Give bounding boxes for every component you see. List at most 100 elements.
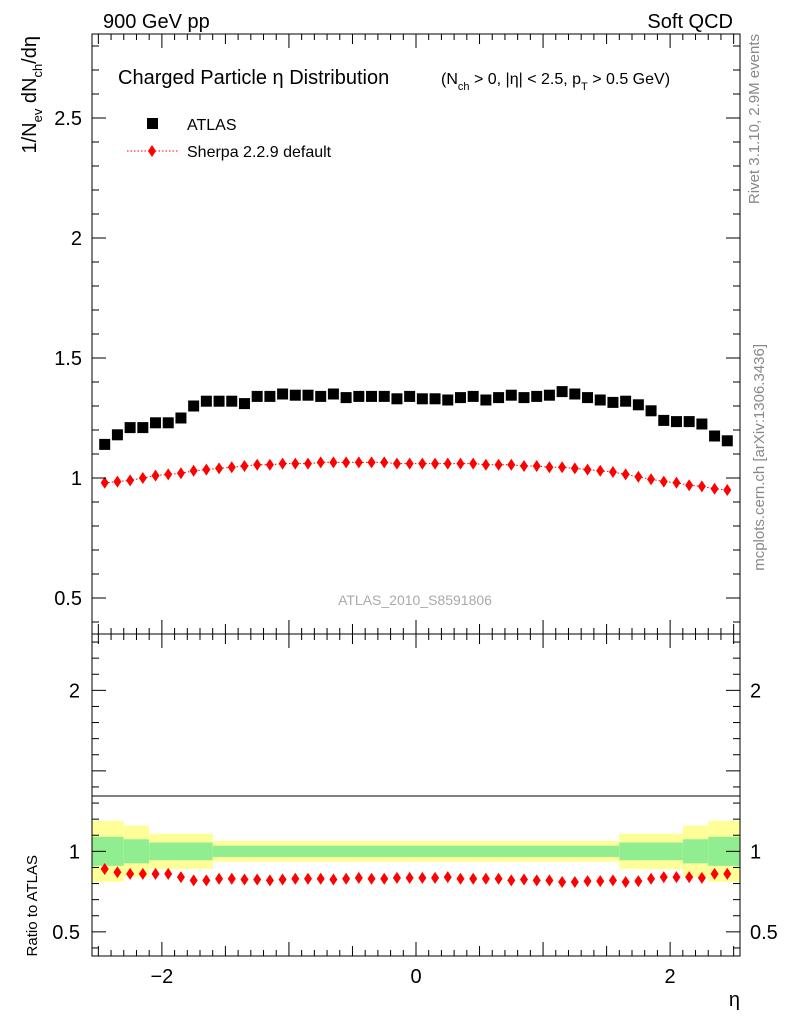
sherpa-ratio-point (240, 873, 249, 886)
sherpa-ratio-point (621, 875, 630, 888)
atlas-point (518, 392, 530, 404)
sherpa-ratio-point (659, 871, 668, 884)
ratio-stat-band (123, 839, 150, 864)
sherpa-point (291, 457, 300, 470)
sherpa-point (265, 458, 274, 471)
upper-y-tick-label: 0.5 (54, 588, 82, 610)
sherpa-ratio-point (545, 874, 554, 887)
sherpa-point (621, 468, 630, 481)
mcplots-label: mcplots.cern.ch [arXiv:1306.3436] (751, 344, 768, 571)
sherpa-ratio-point (405, 871, 414, 884)
atlas-point (289, 389, 301, 401)
sherpa-ratio-point (392, 871, 401, 884)
sherpa-point (672, 476, 681, 489)
atlas-point (480, 394, 492, 406)
atlas-point (366, 390, 378, 402)
legend: ATLAS Sherpa 2.2.9 default (127, 117, 332, 161)
sherpa-line (104, 461, 728, 491)
atlas-point (442, 394, 454, 406)
sherpa-point (100, 476, 109, 489)
sherpa-point (481, 458, 490, 471)
atlas-point (150, 417, 162, 429)
upper-y-tick-label: 1 (71, 468, 82, 490)
sherpa-ratio-point (418, 871, 427, 884)
atlas-point (99, 438, 111, 450)
sherpa-ratio-point (113, 866, 122, 879)
sherpa-ratio-point (176, 871, 185, 884)
atlas-point (543, 389, 555, 401)
atlas-point (493, 392, 505, 404)
sherpa-point (164, 468, 173, 481)
atlas-point (670, 416, 682, 428)
sherpa-ratio-point (443, 871, 452, 884)
atlas-point (582, 392, 594, 404)
sherpa-point (113, 475, 122, 488)
atlas-point (645, 405, 657, 417)
lower-y-axis-title: Ratio to ATLAS (24, 855, 41, 956)
sherpa-ratio-point (558, 875, 567, 888)
sherpa-ratio-point (189, 874, 198, 887)
atlas-point (353, 390, 365, 402)
sherpa-ratio-point (583, 875, 592, 888)
atlas-point (251, 390, 263, 402)
atlas-point (467, 390, 479, 402)
sherpa-ratio-point (532, 874, 541, 887)
sherpa-point (723, 484, 732, 496)
sherpa-point (405, 457, 414, 470)
sherpa-point (634, 470, 643, 483)
sherpa-ratio-point (596, 875, 605, 888)
upper-y-tick-label: 2 (71, 228, 82, 250)
sherpa-point (240, 460, 249, 472)
sherpa-ratio-point (672, 871, 681, 884)
sherpa-point (456, 457, 465, 470)
atlas-point (658, 414, 670, 426)
atlas-point (556, 386, 568, 398)
ratio-stat-band (619, 842, 683, 861)
sherpa-point (583, 463, 592, 476)
sherpa-ratio-point (507, 874, 516, 887)
sherpa-ratio-point (634, 875, 643, 888)
sherpa-point (202, 463, 211, 476)
sherpa-point (253, 458, 262, 471)
lower-y-tick-label-left: 1 (69, 841, 80, 863)
sherpa-ratio-point (202, 874, 211, 887)
sherpa-ratio-point (520, 873, 528, 886)
atlas-point (709, 430, 721, 442)
x-tick-label: −2 (150, 966, 173, 988)
lower-frame (91, 633, 741, 957)
sherpa-ratio-point (431, 871, 440, 884)
sherpa-ratio-point (494, 872, 503, 885)
sherpa-point (647, 473, 656, 486)
analysis-label: ATLAS_2010_S8591806 (338, 592, 492, 608)
atlas-point (162, 417, 174, 429)
sherpa-point (710, 482, 719, 495)
sherpa-ratio-point (253, 873, 262, 886)
lower-y-tick-label-left: 0.5 (52, 922, 80, 944)
sherpa-ratio-point (469, 872, 478, 885)
header-left: 900 GeV pp (103, 11, 210, 33)
header-right: Soft QCD (647, 11, 733, 33)
lower-y-tick-label-right: 1 (750, 841, 761, 863)
sherpa-ratio-point (342, 872, 351, 885)
ratio-stat-band (149, 842, 213, 861)
sherpa-ratio-point (126, 867, 135, 880)
atlas-point (607, 396, 619, 408)
sherpa-ratio-point (608, 874, 617, 887)
atlas-point (175, 412, 187, 424)
sherpa-point (532, 460, 541, 472)
sherpa-point (278, 457, 287, 470)
atlas-point (124, 422, 136, 434)
atlas-point (302, 389, 314, 401)
sherpa-point (342, 456, 351, 469)
rivet-label: Rivet 3.1.10, 2.9M events (746, 34, 763, 204)
sherpa-ratio-point (456, 872, 465, 885)
sherpa-point (558, 461, 567, 474)
atlas-point (416, 393, 428, 405)
sherpa-point (316, 456, 325, 469)
atlas-point (213, 395, 225, 407)
sherpa-ratio-point (164, 867, 173, 880)
sherpa-point (608, 466, 617, 478)
sherpa-ratio-point (481, 872, 490, 885)
sherpa-ratio-point (304, 872, 312, 885)
